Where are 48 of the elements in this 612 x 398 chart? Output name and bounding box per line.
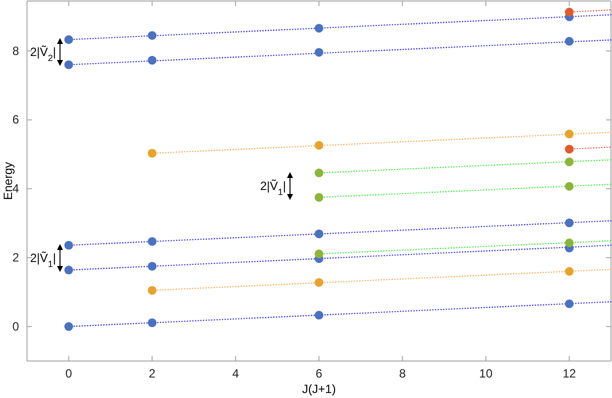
point: [564, 218, 574, 228]
x-tick-label: 8: [399, 366, 406, 381]
y-tick-label: 2: [12, 250, 20, 264]
point: [314, 140, 324, 150]
x-axis-title: J(J+1): [302, 382, 336, 396]
y-tick-label: 4: [12, 182, 20, 196]
x-tick-label: 6: [316, 366, 323, 381]
point: [148, 31, 157, 40]
point: [564, 158, 574, 166]
point: [148, 237, 157, 246]
point: [148, 148, 157, 158]
point: [64, 35, 74, 44]
x-tick-label: 0: [65, 366, 72, 381]
point: [314, 24, 324, 33]
x-tick-label: 2: [148, 366, 156, 381]
point: [314, 230, 324, 238]
x-tick-label: 4: [232, 366, 240, 381]
x-tick-label: 10: [479, 366, 493, 381]
point: [564, 182, 574, 191]
y-tick-label: 0: [12, 319, 20, 334]
point: [314, 168, 324, 178]
point: [314, 310, 324, 320]
point: [64, 266, 74, 274]
point: [314, 48, 324, 57]
point: [314, 278, 324, 287]
point: [314, 250, 324, 258]
y-tick-label: 6: [12, 112, 20, 127]
point: [564, 144, 574, 154]
point: [64, 322, 74, 331]
annotation: 2|Ṽ$_{2}$|: [30, 45, 56, 63]
annotation: 2|Ṽ$_{1}$|: [260, 179, 286, 197]
point: [564, 8, 574, 16]
x-tick-label: 12: [562, 366, 576, 381]
point: [64, 60, 74, 70]
point: [314, 193, 324, 202]
y-tick-label: 8: [12, 44, 20, 58]
point: [148, 262, 157, 271]
point: [148, 286, 157, 295]
point: [564, 267, 574, 276]
annotation: 2|Ṽ$_{1}$|: [30, 251, 56, 269]
point: [564, 130, 574, 138]
point: [148, 318, 157, 328]
point: [564, 238, 574, 248]
point: [64, 240, 74, 250]
point: [148, 56, 157, 65]
point: [564, 299, 574, 308]
y-axis-title: Energy: [1, 162, 15, 200]
point: [564, 36, 574, 46]
